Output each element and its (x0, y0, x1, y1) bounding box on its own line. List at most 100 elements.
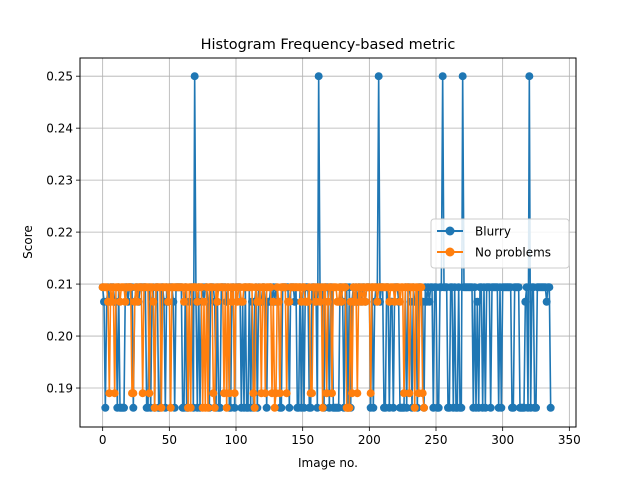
data-point (101, 403, 110, 412)
data-point (121, 297, 130, 306)
legend-marker-no-problems (445, 247, 455, 257)
data-point (497, 403, 506, 412)
legend-marker-blurry (445, 226, 455, 236)
data-point (316, 297, 324, 306)
data-point (222, 403, 231, 412)
data-point (353, 389, 362, 398)
data-point (525, 72, 534, 81)
data-point (266, 283, 275, 292)
data-point (405, 389, 414, 398)
x-tick-label: 350 (558, 433, 581, 447)
data-point (274, 297, 283, 306)
data-point (337, 297, 346, 306)
data-point (457, 403, 466, 412)
data-point (129, 403, 138, 412)
data-point (230, 389, 239, 398)
data-point (509, 403, 518, 412)
data-point (438, 72, 447, 81)
data-point (545, 283, 554, 292)
data-point (166, 403, 175, 412)
data-point (145, 389, 154, 398)
data-point (209, 389, 218, 398)
data-point (418, 389, 427, 398)
data-point (417, 283, 426, 292)
series-layer (98, 72, 555, 412)
data-point (374, 72, 383, 81)
data-point (473, 297, 482, 306)
data-point (361, 297, 370, 306)
data-point (204, 403, 212, 412)
data-point (532, 403, 540, 412)
data-point (434, 403, 443, 412)
data-point (250, 403, 259, 412)
legend-box (430, 218, 570, 269)
plot-frame (79, 57, 577, 428)
data-point (180, 297, 188, 306)
data-point (150, 403, 159, 412)
data-point (282, 389, 291, 398)
data-point (308, 389, 316, 398)
data-point (133, 297, 142, 306)
data-point (314, 72, 323, 81)
data-point (186, 403, 195, 412)
data-point (373, 297, 382, 306)
x-tick-label: 200 (358, 433, 381, 447)
data-point (486, 403, 495, 412)
data-point (306, 403, 315, 412)
y-tick-label: 0.23 (46, 174, 73, 188)
series-no-problems (98, 283, 428, 412)
data-point (521, 297, 530, 306)
data-point (110, 389, 119, 398)
data-point (369, 403, 378, 412)
data-point (276, 389, 284, 398)
x-tick-label: 50 (162, 433, 177, 447)
data-point (542, 297, 551, 306)
data-point (193, 297, 202, 306)
data-point (138, 389, 147, 398)
legend-label-blurry: Blurry (475, 225, 511, 239)
y-tick-label: 0.25 (46, 70, 73, 84)
data-point (425, 297, 434, 306)
x-tick-label: 300 (491, 433, 514, 447)
x-tick-label: 250 (425, 433, 448, 447)
data-point (230, 403, 239, 412)
data-point (270, 403, 279, 412)
y-tick-label: 0.20 (46, 330, 73, 344)
y-axis-label: Score (21, 225, 35, 259)
ticks: 0 50 100 150 200 250 300 350 0.19 0.20 0.21 0.22 0.2… (46, 70, 581, 447)
data-point (254, 297, 263, 306)
data-point (396, 297, 404, 306)
data-point (410, 403, 419, 412)
data-point (341, 283, 350, 292)
data-point (120, 403, 128, 412)
x-axis-label: Image no. (298, 456, 358, 470)
y-tick-label: 0.19 (46, 382, 73, 396)
data-point (318, 403, 327, 412)
data-point (108, 297, 116, 306)
data-point (285, 403, 294, 412)
data-point (262, 403, 271, 412)
data-point (238, 297, 247, 306)
data-point (200, 297, 208, 306)
data-point (249, 389, 258, 398)
data-point (389, 403, 398, 412)
data-point (210, 403, 219, 412)
y-tick-label: 0.22 (46, 226, 73, 240)
data-point (285, 297, 294, 306)
data-point (190, 72, 199, 81)
data-point (157, 403, 166, 412)
x-tick-label: 100 (225, 433, 248, 447)
data-point (261, 389, 270, 398)
data-point (514, 283, 523, 292)
y-tick-label: 0.24 (46, 122, 73, 136)
legend-label-no-problems: No problems (475, 246, 551, 260)
data-point (546, 403, 555, 412)
data-point (164, 297, 172, 306)
x-tick-label: 150 (291, 433, 314, 447)
data-point (366, 389, 375, 398)
data-point (277, 403, 286, 412)
data-point (129, 389, 138, 398)
data-point (328, 389, 336, 398)
data-point (324, 297, 332, 306)
